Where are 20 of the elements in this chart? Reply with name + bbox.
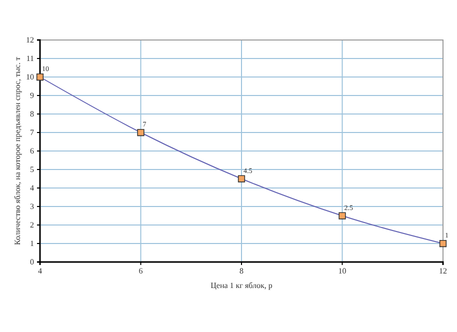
y-tick-label: 10 bbox=[26, 72, 34, 82]
y-tick-label: 8 bbox=[30, 110, 34, 119]
y-tick-label: 9 bbox=[30, 91, 34, 100]
x-tick-label: 12 bbox=[439, 266, 447, 276]
y-tick-label: 3 bbox=[30, 202, 34, 212]
y-tick-label: 11 bbox=[26, 54, 34, 64]
x-tick-label: 6 bbox=[138, 266, 143, 276]
y-tick-label: 0 bbox=[30, 258, 34, 267]
x-tick-label: 8 bbox=[240, 266, 244, 276]
x-tick-label: 10 bbox=[338, 266, 346, 276]
y-tick-label: 4 bbox=[30, 184, 34, 193]
y-axis-title: Количество яблок, на которое предъявлен спрос, тыс. т bbox=[13, 56, 22, 245]
y-tick-label: 12 bbox=[26, 36, 34, 45]
y-tick-label: 5 bbox=[30, 165, 34, 174]
x-axis-title: Цена 1 кг яблок, р bbox=[210, 281, 272, 290]
x-tick-label: 4 bbox=[38, 266, 42, 276]
y-tick-label: 6 bbox=[30, 146, 34, 156]
y-tick-label: 2 bbox=[30, 220, 34, 230]
y-tick-label: 1 bbox=[30, 239, 34, 248]
y-tick-label: 7 bbox=[30, 128, 34, 138]
